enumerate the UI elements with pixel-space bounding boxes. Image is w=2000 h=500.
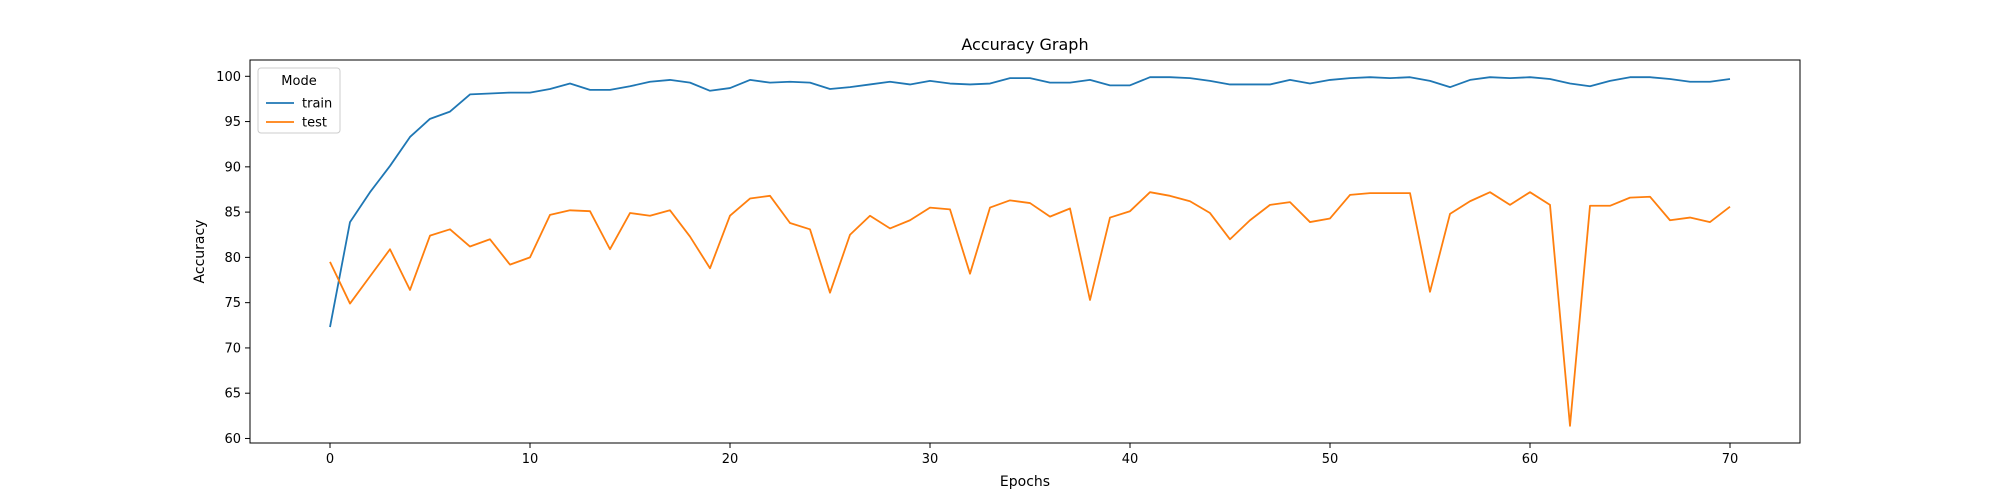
x-tick-label: 60 — [1522, 452, 1539, 467]
x-tick-label: 0 — [326, 452, 334, 467]
plot-frame — [249, 59, 1801, 444]
legend-box — [257, 67, 341, 134]
x-tick-label: 40 — [1122, 452, 1139, 467]
y-axis-label: Accuracy — [192, 220, 208, 284]
x-tick-label: 70 — [1722, 452, 1739, 467]
y-tick-label: 60 — [224, 432, 241, 447]
y-tick-label: 85 — [224, 206, 241, 221]
x-tick-label: 30 — [922, 452, 939, 467]
y-tick-label: 90 — [224, 160, 241, 175]
x-axis-label: Epochs — [1000, 474, 1050, 490]
legend-title: Mode — [281, 74, 316, 89]
series-line-train — [329, 76, 1731, 328]
x-tick-label: 50 — [1322, 452, 1339, 467]
x-tick-label: 10 — [522, 452, 539, 467]
y-tick-label: 75 — [224, 296, 241, 311]
y-tick-label: 100 — [216, 70, 241, 85]
y-tick-label: 80 — [224, 251, 241, 266]
series-line-test — [329, 191, 1731, 427]
legend-entry-test: test — [302, 116, 327, 131]
axes: 0 10 20 30 40 50 60 70 60 65 70 75 80 85 90 95 100 — [216, 59, 1801, 467]
y-tick-label: 65 — [224, 387, 241, 402]
legend-entry-train: train — [302, 97, 332, 112]
y-tick-label: 70 — [224, 341, 241, 356]
y-tick-label: 95 — [224, 115, 241, 130]
plot-area — [329, 76, 1731, 427]
chart-title: Accuracy Graph — [961, 35, 1088, 54]
legend: Mode train test — [257, 67, 341, 134]
x-tick-label: 20 — [722, 452, 739, 467]
